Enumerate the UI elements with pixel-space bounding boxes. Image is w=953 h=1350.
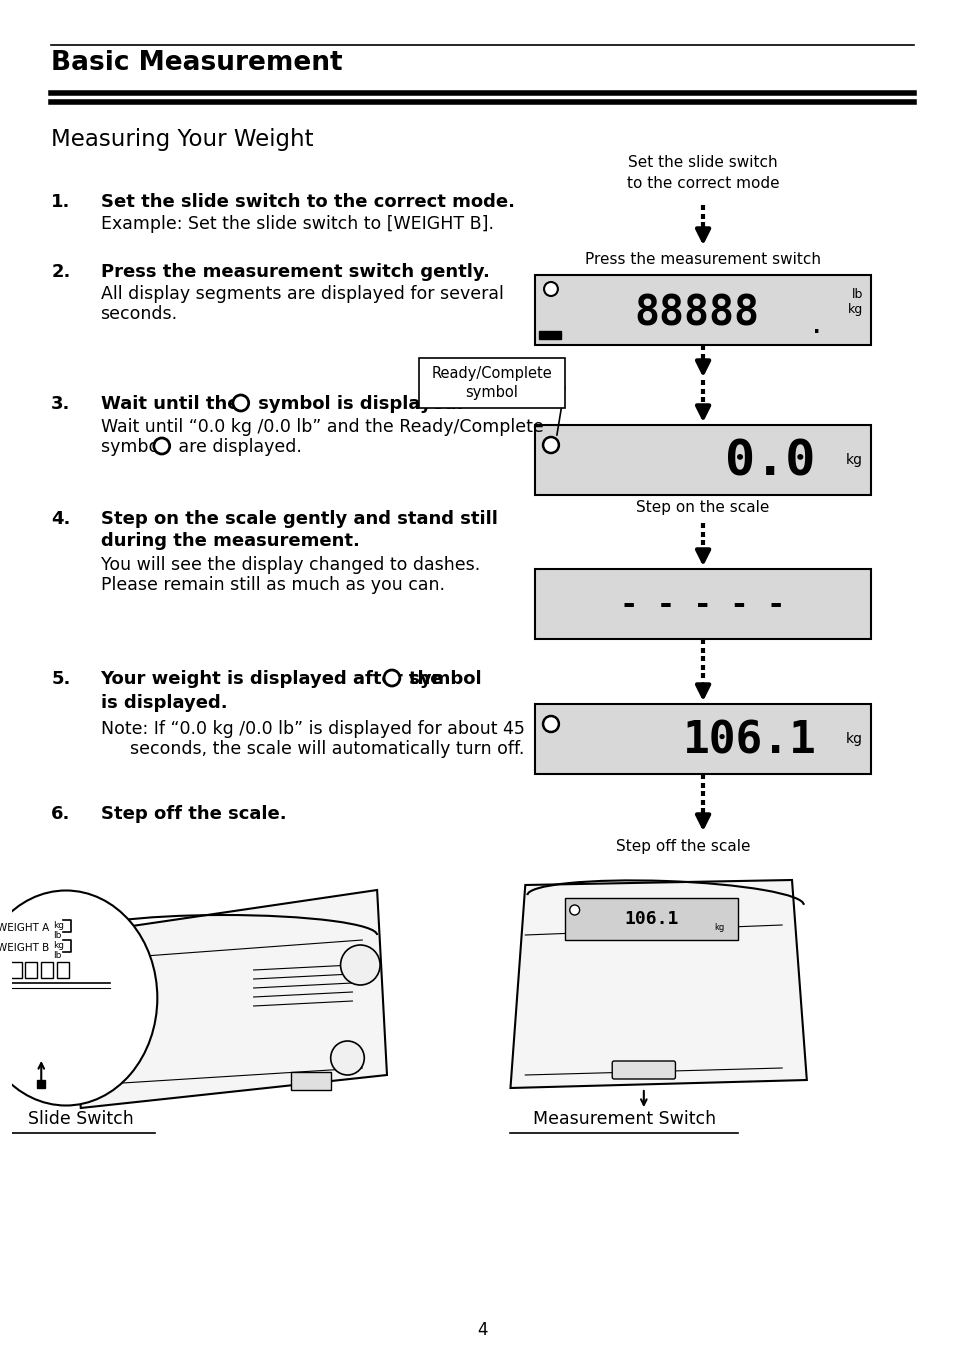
- Text: 1.: 1.: [51, 193, 71, 211]
- Bar: [418, 358, 564, 408]
- Text: WEIGHT B: WEIGHT B: [0, 944, 49, 953]
- Text: Set the slide switch
to the correct mode: Set the slide switch to the correct mode: [626, 155, 779, 190]
- Text: is displayed.: is displayed.: [100, 694, 227, 711]
- Bar: [535, 275, 870, 346]
- Text: Please remain still as much as you can.: Please remain still as much as you can.: [100, 576, 444, 594]
- Text: Press the measurement switch: Press the measurement switch: [584, 252, 821, 267]
- Text: seconds, the scale will automatically turn off.: seconds, the scale will automatically tu…: [130, 740, 524, 757]
- Text: Set the slide switch to the correct mode.: Set the slide switch to the correct mode…: [100, 193, 514, 211]
- Circle shape: [569, 904, 579, 915]
- Bar: [41, 963, 53, 977]
- Text: .: .: [812, 319, 820, 338]
- Text: 3.: 3.: [51, 396, 71, 413]
- Text: 4: 4: [477, 1322, 488, 1339]
- Text: All display segments are displayed for several: All display segments are displayed for s…: [100, 285, 503, 302]
- Text: 106.1: 106.1: [624, 910, 679, 927]
- Text: Step off the scale.: Step off the scale.: [100, 805, 286, 823]
- Text: 0.0: 0.0: [724, 437, 815, 486]
- Text: Step on the scale: Step on the scale: [636, 500, 769, 514]
- Text: are displayed.: are displayed.: [172, 437, 301, 456]
- Text: during the measurement.: during the measurement.: [100, 532, 359, 549]
- Text: WEIGHT A: WEIGHT A: [0, 923, 49, 933]
- Bar: [535, 425, 870, 495]
- Text: Example: Set the slide switch to [WEIGHT B].: Example: Set the slide switch to [WEIGHT…: [100, 215, 493, 234]
- Bar: [538, 331, 560, 339]
- Text: Note: If “0.0 kg /0.0 lb” is displayed for about 45: Note: If “0.0 kg /0.0 lb” is displayed f…: [100, 720, 524, 738]
- Text: lb: lb: [851, 289, 862, 301]
- Text: kg: kg: [845, 732, 862, 747]
- Text: 4.: 4.: [51, 510, 71, 528]
- Bar: [37, 1080, 45, 1088]
- Text: Slide Switch: Slide Switch: [28, 1110, 133, 1129]
- Text: symbol: symbol: [402, 670, 481, 688]
- Circle shape: [233, 396, 249, 410]
- Bar: [291, 1072, 331, 1089]
- Text: Press the measurement switch gently.: Press the measurement switch gently.: [100, 263, 489, 281]
- Bar: [26, 963, 37, 977]
- Text: Step on the scale gently and stand still: Step on the scale gently and stand still: [100, 510, 497, 528]
- Polygon shape: [71, 890, 387, 1108]
- Text: 106.1: 106.1: [682, 720, 816, 763]
- Text: kg: kg: [847, 304, 862, 316]
- Circle shape: [384, 670, 399, 686]
- Text: Wait until the: Wait until the: [100, 396, 245, 413]
- Text: symbol: symbol: [100, 437, 169, 456]
- Text: Step off the scale: Step off the scale: [616, 838, 750, 855]
- Text: symbol is displayed.: symbol is displayed.: [252, 396, 462, 413]
- Text: kg: kg: [845, 454, 862, 467]
- Text: You will see the display changed to dashes.: You will see the display changed to dash…: [100, 556, 479, 574]
- Bar: [535, 568, 870, 639]
- Bar: [57, 963, 69, 977]
- Text: kg: kg: [53, 921, 64, 930]
- Text: lb: lb: [53, 931, 61, 940]
- Circle shape: [340, 945, 379, 985]
- Circle shape: [543, 282, 558, 296]
- Text: kg: kg: [714, 923, 724, 933]
- FancyBboxPatch shape: [612, 1061, 675, 1079]
- Polygon shape: [510, 880, 806, 1088]
- Circle shape: [331, 1041, 364, 1075]
- Bar: [535, 703, 870, 774]
- Text: seconds.: seconds.: [100, 305, 177, 323]
- Bar: [564, 898, 737, 940]
- Circle shape: [542, 437, 558, 454]
- Bar: [10, 963, 22, 977]
- Text: Ready/Complete
symbol: Ready/Complete symbol: [431, 366, 552, 401]
- Text: Measurement Switch: Measurement Switch: [532, 1110, 715, 1129]
- Text: - - - - -: - - - - -: [619, 591, 785, 621]
- Text: Your weight is displayed after the: Your weight is displayed after the: [100, 670, 449, 688]
- Text: 5.: 5.: [51, 670, 71, 688]
- Text: Basic Measurement: Basic Measurement: [51, 50, 342, 76]
- Text: Wait until “0.0 kg /0.0 lb” and the Ready/Complete: Wait until “0.0 kg /0.0 lb” and the Read…: [100, 418, 542, 436]
- Circle shape: [542, 716, 558, 732]
- Text: 88888: 88888: [633, 293, 758, 335]
- Text: Measuring Your Weight: Measuring Your Weight: [51, 128, 314, 151]
- Circle shape: [153, 437, 170, 454]
- Text: kg: kg: [53, 941, 64, 950]
- Text: 2.: 2.: [51, 263, 71, 281]
- Text: 6.: 6.: [51, 805, 71, 823]
- Ellipse shape: [0, 891, 157, 1106]
- Text: lb: lb: [53, 950, 61, 960]
